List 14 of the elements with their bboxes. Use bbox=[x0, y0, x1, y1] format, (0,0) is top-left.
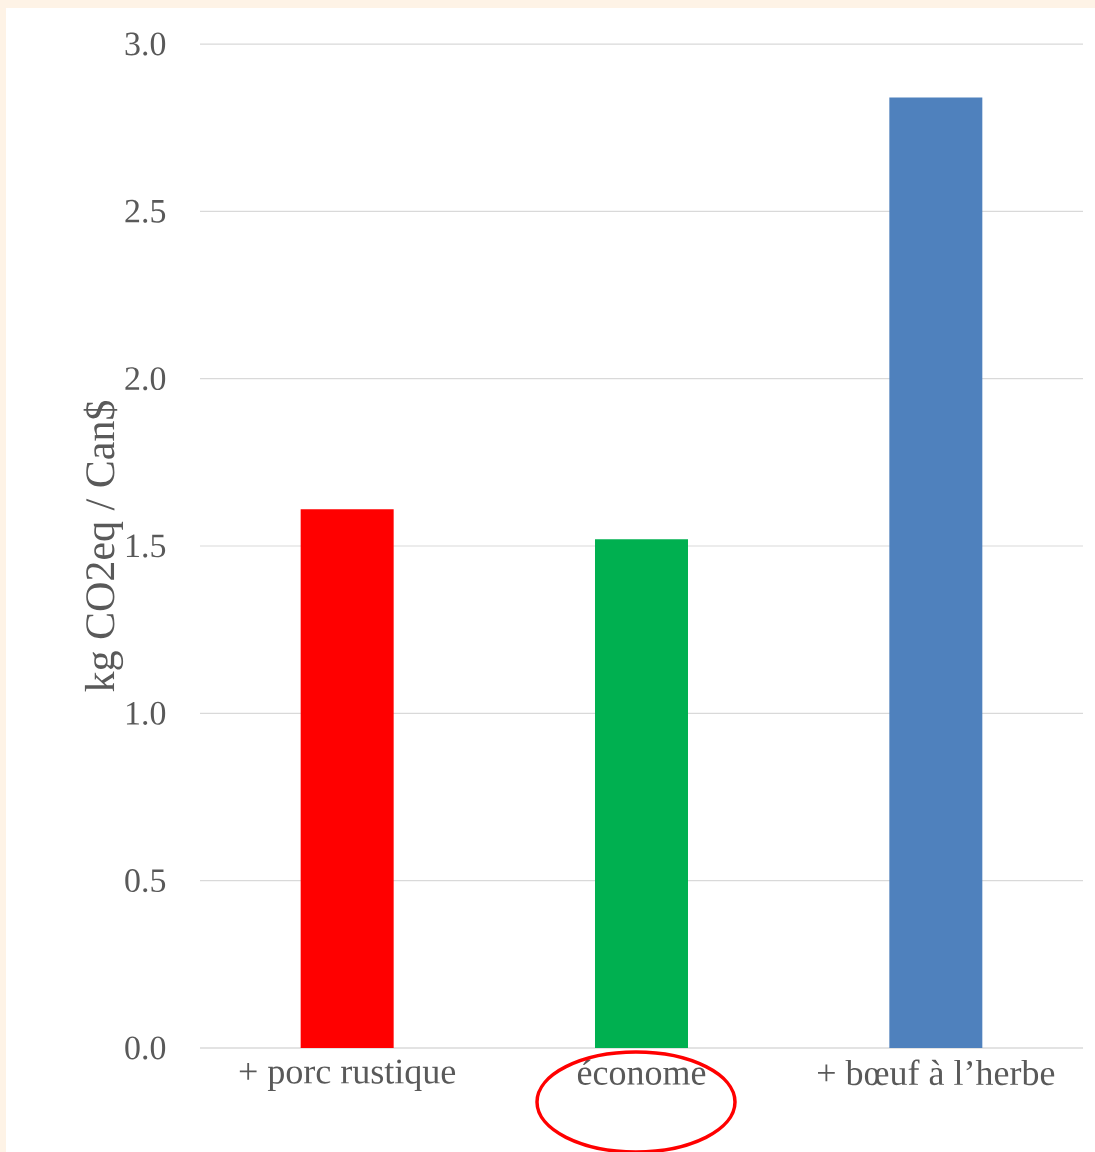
y-tick-label: 0.0 bbox=[125, 1036, 166, 1060]
x-tick-label: + porc rustique bbox=[239, 1059, 456, 1092]
x-tick-label: économe bbox=[577, 1059, 706, 1085]
bar bbox=[300, 509, 394, 1048]
bar bbox=[595, 539, 688, 1048]
y-tick-label: 2.0 bbox=[125, 367, 166, 391]
y-tick-label: 1.5 bbox=[126, 534, 166, 558]
y-tick-label: 3.0 bbox=[125, 32, 166, 56]
bar bbox=[889, 97, 983, 1048]
y-tick-label: 0.5 bbox=[125, 869, 166, 893]
y-tick-label: 1.0 bbox=[126, 701, 166, 725]
y-tick-label: 2.5 bbox=[125, 199, 166, 223]
y-axis-title: kg CO2eq / Can$ bbox=[83, 400, 124, 692]
x-tick-label: + bœuf à l’herbe bbox=[818, 1059, 1055, 1086]
